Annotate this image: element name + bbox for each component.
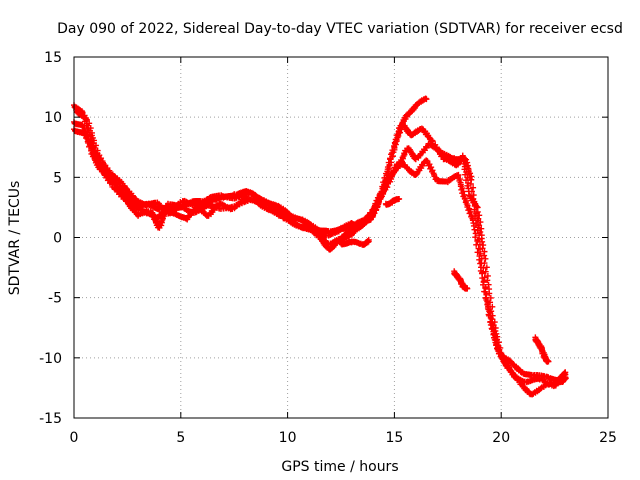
data-point — [463, 169, 470, 176]
data-layer — [71, 95, 569, 398]
data-point — [487, 294, 494, 301]
data-point — [478, 225, 485, 232]
data-point — [380, 184, 387, 191]
data-point — [479, 245, 486, 252]
data-point — [475, 215, 482, 222]
data-point — [497, 344, 504, 351]
data-point — [474, 249, 481, 256]
data-point — [482, 285, 489, 292]
data-point — [364, 238, 371, 245]
data-point — [481, 252, 488, 259]
data-point — [477, 228, 484, 235]
data-point — [488, 308, 495, 315]
x-tick-label: 25 — [599, 430, 617, 446]
data-point — [474, 237, 481, 244]
grid — [74, 57, 608, 418]
data-point — [464, 182, 471, 189]
y-axis-label: SDTVAR / TECUs — [7, 181, 23, 296]
data-point — [476, 212, 483, 219]
data-point — [383, 181, 390, 188]
data-point — [482, 295, 489, 302]
y-tick-label: 5 — [53, 170, 62, 186]
data-point — [482, 255, 489, 262]
data-point — [481, 288, 488, 295]
data-point — [562, 371, 569, 378]
chart-title: Day 090 of 2022, Sidereal Day-to-day VTE… — [57, 21, 623, 37]
x-tick-label: 10 — [279, 430, 297, 446]
data-point — [473, 241, 480, 248]
data-point — [382, 178, 389, 185]
series-segment-f — [451, 268, 471, 292]
series-segment-h — [382, 195, 403, 208]
x-axis-label: GPS time / hours — [281, 459, 398, 475]
data-point — [384, 172, 391, 179]
data-point — [388, 149, 395, 156]
data-point — [484, 304, 491, 311]
data-point — [395, 195, 402, 202]
data-point — [365, 236, 372, 243]
data-point — [475, 236, 482, 243]
data-point — [481, 260, 488, 267]
data-point — [470, 184, 477, 191]
data-point — [464, 174, 471, 181]
y-tick-label: 10 — [44, 110, 62, 126]
data-point — [545, 358, 552, 365]
y-tick-label: -15 — [39, 411, 62, 427]
data-point — [486, 290, 493, 297]
data-point — [480, 281, 487, 288]
data-point — [561, 370, 568, 377]
data-point — [492, 327, 499, 334]
data-point — [480, 278, 487, 285]
data-point — [479, 275, 486, 282]
data-point — [467, 180, 474, 187]
x-tick-label: 5 — [176, 430, 185, 446]
data-point — [474, 208, 481, 215]
series-segment-e — [338, 236, 372, 248]
data-point — [423, 96, 430, 103]
x-tick-label: 15 — [385, 430, 403, 446]
data-point — [489, 303, 496, 310]
data-point — [389, 153, 396, 160]
data-point — [465, 179, 472, 186]
y-tick-label: 0 — [53, 231, 62, 247]
data-point — [485, 311, 492, 318]
series-segment-g — [532, 334, 552, 365]
data-point — [464, 285, 471, 292]
y-tick-label: 15 — [44, 50, 62, 66]
data-point — [477, 219, 484, 226]
series-track-d — [73, 106, 569, 384]
data-point — [495, 339, 502, 346]
y-tick-label: -5 — [48, 291, 62, 307]
data-point — [487, 299, 494, 306]
data-point — [476, 222, 483, 229]
data-point — [386, 162, 393, 169]
data-point — [471, 226, 478, 233]
data-point — [493, 330, 500, 337]
axis-ticks: 0 5 10 15 20 25 -15 -10 -5 0 5 10 15 — [39, 50, 617, 446]
data-point — [491, 319, 498, 326]
data-point — [476, 256, 483, 263]
data-point — [479, 238, 486, 245]
y-tick-label: -10 — [39, 351, 62, 367]
data-point — [387, 156, 394, 163]
data-point — [472, 234, 479, 241]
x-tick-label: 0 — [70, 430, 79, 446]
data-point — [459, 152, 466, 159]
data-point — [484, 277, 491, 284]
x-tick-label: 20 — [492, 430, 510, 446]
data-point — [482, 268, 489, 275]
data-point — [483, 264, 490, 271]
